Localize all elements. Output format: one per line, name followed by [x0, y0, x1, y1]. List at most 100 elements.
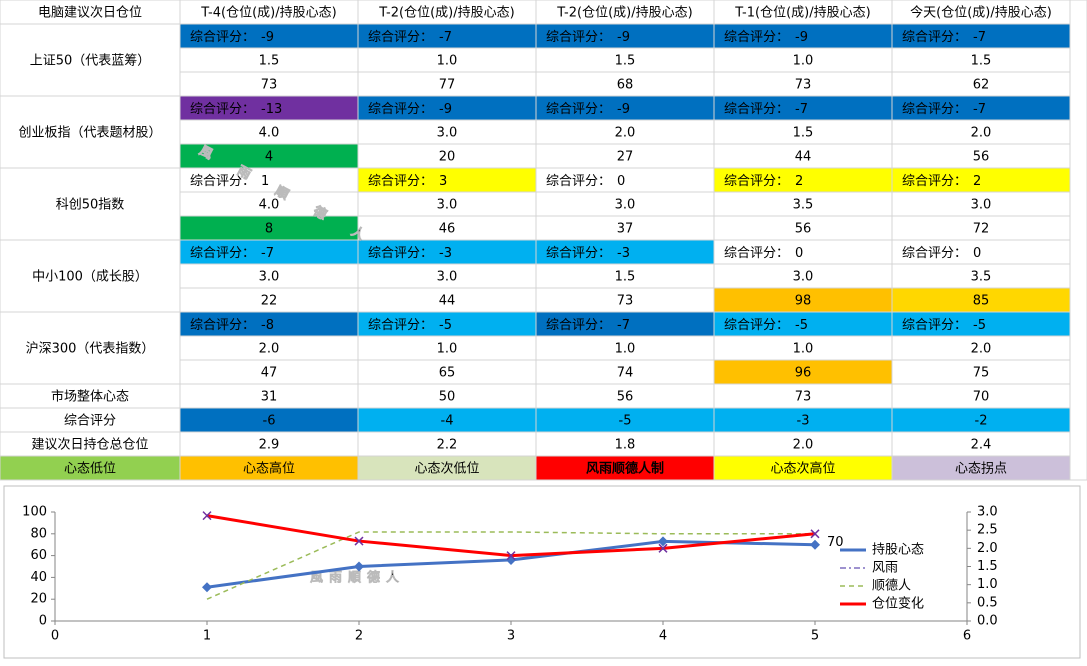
marker: [658, 543, 668, 553]
cell: [891, 119, 1071, 145]
score-value: -5: [795, 318, 808, 333]
cell-text: 2.0: [971, 342, 992, 357]
score-label: 综合评分：: [190, 318, 255, 333]
y2-tick-label: 0.0: [977, 614, 998, 629]
cell: [713, 359, 893, 385]
cell: [0, 23, 181, 97]
cell-text: 3.5: [793, 198, 814, 213]
score-label: 综合评分：: [724, 246, 789, 261]
cell: [713, 95, 893, 121]
cell-text: 3.0: [437, 270, 458, 285]
score-label: 综合评分：: [724, 30, 789, 45]
cell-text: 73: [795, 78, 812, 93]
cell-text: 创业板指（代表题材股）: [18, 126, 161, 141]
cell-text: 74: [617, 366, 634, 381]
y-tick-label: 40: [30, 570, 47, 585]
cell: [713, 215, 893, 241]
cell-text: 风雨顺德人制: [586, 461, 664, 477]
x-tick-label: 4: [659, 629, 667, 644]
score-value: 1: [261, 174, 269, 189]
cell-text: 1.5: [971, 54, 992, 69]
cell: [713, 263, 893, 289]
score-value: 0: [973, 246, 981, 261]
score-value: -7: [617, 318, 630, 333]
cell: [357, 95, 537, 121]
cell: [891, 47, 1071, 73]
cell-text: 1.5: [615, 54, 636, 69]
cell-text: 建议次日持仓总仓位: [31, 437, 148, 453]
score-label: 综合评分：: [902, 174, 967, 189]
score-label: 综合评分：: [190, 174, 255, 189]
score-value: -9: [617, 30, 630, 45]
cell-text: 1.0: [793, 54, 814, 69]
cell-text: 沪深300（代表指数）: [26, 341, 155, 357]
cell-text: 3.0: [437, 198, 458, 213]
cell-text: 1.8: [615, 438, 636, 453]
x-tick-label: 3: [507, 629, 515, 644]
y-tick-label: 20: [30, 592, 47, 607]
cell: [357, 263, 537, 289]
score-text: 综合评分： -9: [724, 30, 808, 45]
cell: [179, 311, 359, 337]
cell: [891, 359, 1071, 385]
cell-text: T-4(仓位(成)/持股心态): [200, 6, 336, 21]
score-label: 综合评分：: [724, 318, 789, 333]
score-value: -7: [439, 30, 452, 45]
cell-text: 31: [261, 390, 278, 405]
cell: [357, 191, 537, 217]
cell: [535, 95, 715, 121]
cell-text: 50: [439, 390, 456, 405]
score-text: 综合评分： -7: [546, 318, 630, 333]
cell: [535, 431, 715, 457]
score-text: 综合评分： -9: [546, 30, 630, 45]
cell: [535, 23, 715, 49]
cell: [713, 71, 893, 97]
score-text: 综合评分： -7: [190, 246, 274, 261]
cell-text: 68: [617, 78, 634, 93]
cell-text: 上证50（代表蓝筹）: [30, 53, 151, 69]
cell: [357, 71, 537, 97]
y2-tick-label: 0.5: [977, 595, 998, 610]
score-text: 综合评分： -5: [902, 318, 986, 333]
cell-text: 56: [795, 222, 812, 237]
y-tick-label: 80: [30, 526, 47, 541]
score-text: 综合评分： -5: [368, 318, 452, 333]
cell: [179, 71, 359, 97]
score-label: 综合评分：: [368, 174, 433, 189]
cell: [891, 0, 1071, 25]
cell-text: 综合评分: [64, 414, 116, 429]
cell: [535, 119, 715, 145]
cell-text: 2.4: [971, 438, 992, 453]
score-text: 综合评分： -9: [368, 102, 452, 117]
score-value: 2: [973, 174, 981, 189]
marker: [658, 536, 668, 547]
cell: [891, 407, 1071, 433]
x-tick-label: 1: [203, 629, 211, 644]
score-value: -3: [439, 246, 452, 261]
cell-text: -5: [619, 414, 632, 429]
score-label: 综合评分：: [724, 102, 789, 117]
chart-frame: [3, 485, 1081, 659]
cell: [535, 287, 715, 313]
score-value: -7: [973, 30, 986, 45]
score-label: 综合评分：: [368, 102, 433, 117]
cell-text: 1.0: [793, 342, 814, 357]
cell: [0, 239, 181, 313]
marker: [354, 536, 364, 546]
cell-text: 8: [265, 222, 273, 237]
cell: [0, 431, 181, 457]
cell: [891, 71, 1071, 97]
score-label: 综合评分：: [546, 102, 611, 117]
cell: [891, 23, 1071, 49]
y2-tick-label: 2.5: [977, 523, 998, 538]
cell-text: 心态拐点: [955, 462, 1007, 477]
cell: [179, 383, 359, 409]
cell: [891, 215, 1071, 241]
cell-text: 1.5: [793, 126, 814, 141]
score-text: 综合评分： -9: [546, 102, 630, 117]
cell: [713, 455, 893, 481]
cell: [179, 335, 359, 361]
cell-text: 1.5: [615, 270, 636, 285]
cell-text: 心态次高位: [770, 461, 835, 477]
